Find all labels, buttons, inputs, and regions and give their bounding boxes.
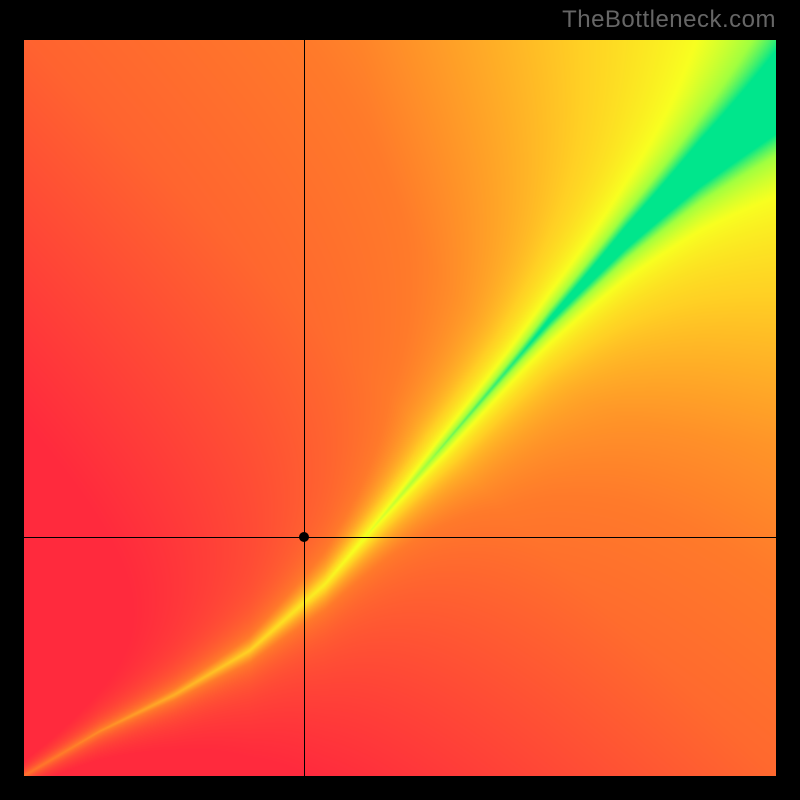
crosshair-vertical xyxy=(304,40,305,776)
heatmap-canvas xyxy=(24,40,776,776)
watermark-text: TheBottleneck.com xyxy=(562,6,776,34)
plot-container xyxy=(24,40,776,776)
crosshair-horizontal xyxy=(24,537,776,538)
marker-point xyxy=(299,532,309,542)
